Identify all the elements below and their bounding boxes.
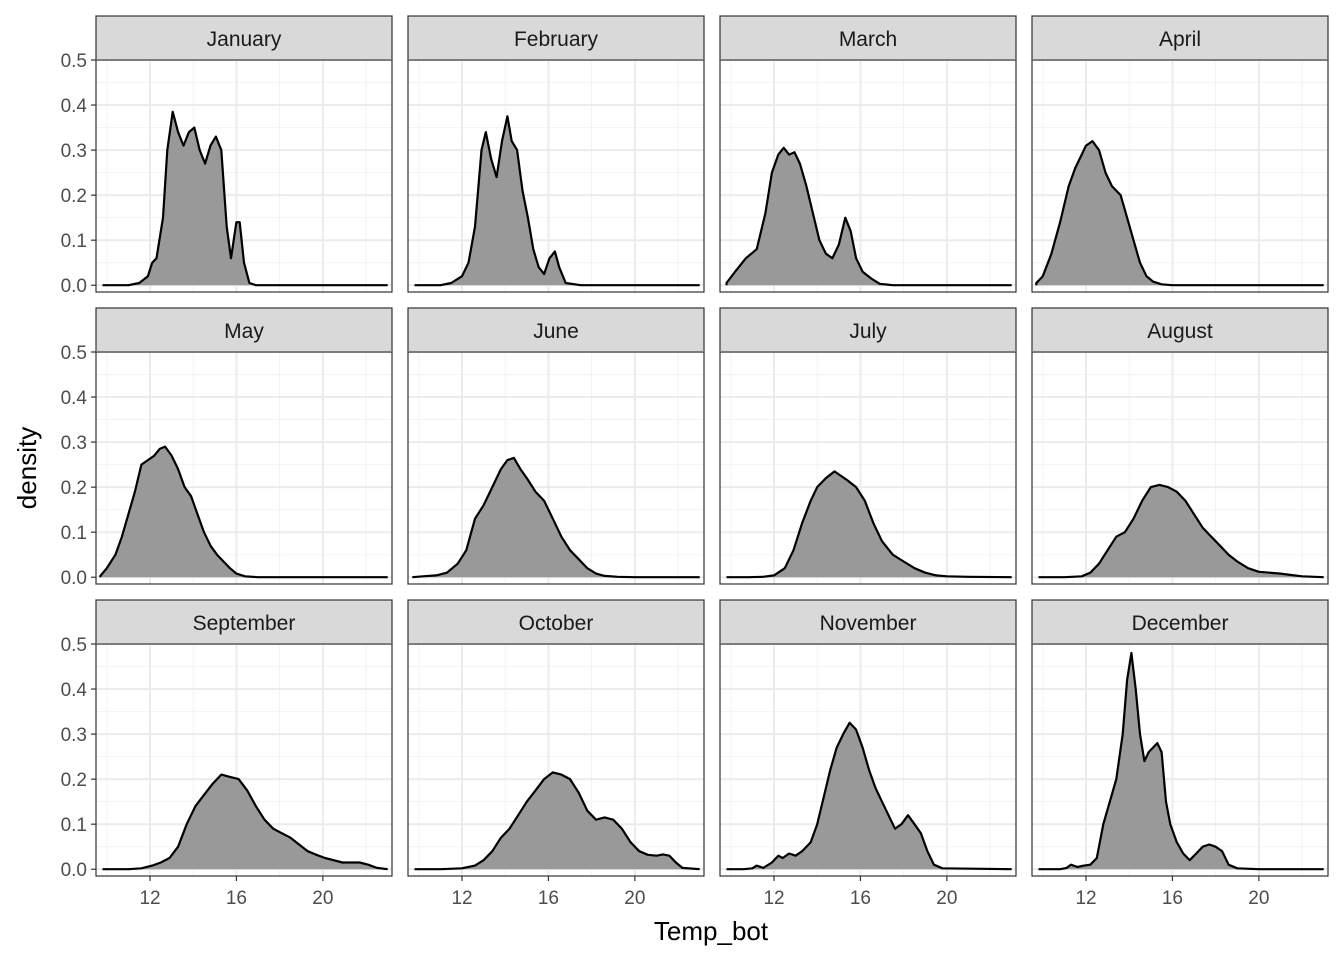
facet-strip-label: August bbox=[1147, 320, 1213, 343]
y-tick-label: 0.4 bbox=[61, 388, 88, 409]
facet-strip-label: October bbox=[519, 612, 594, 635]
density-curve bbox=[414, 115, 700, 287]
facet-strip-label: December bbox=[1132, 612, 1229, 635]
x-tick-label: 16 bbox=[1162, 888, 1183, 909]
facet-strip bbox=[1031, 599, 1329, 645]
panel-border bbox=[719, 643, 1017, 877]
panel-border bbox=[719, 59, 1017, 293]
panel-border bbox=[1031, 643, 1329, 877]
panel-border bbox=[95, 59, 393, 293]
y-tick-label: 0.3 bbox=[61, 433, 87, 454]
x-tick-label: 12 bbox=[1075, 888, 1096, 909]
panel-border bbox=[719, 351, 1017, 585]
facet-panel-december: December 12 16 20 bbox=[1031, 599, 1329, 909]
x-tick-label: 20 bbox=[936, 888, 957, 909]
facet-strip-label: March bbox=[839, 28, 897, 51]
facet-strip bbox=[1031, 15, 1329, 61]
facet-strip bbox=[407, 307, 705, 353]
density-curve bbox=[102, 773, 388, 871]
density-curve bbox=[1038, 483, 1324, 579]
panel-border bbox=[95, 643, 393, 877]
x-tick-label: 12 bbox=[139, 888, 160, 909]
panel-border bbox=[1031, 59, 1329, 293]
facet-panel-august: August bbox=[1031, 307, 1329, 585]
facet-strip bbox=[95, 599, 393, 645]
x-tick-label: 16 bbox=[226, 888, 247, 909]
y-tick-label: 0.5 bbox=[61, 635, 87, 656]
x-tick-label: 20 bbox=[312, 888, 333, 909]
density-curve bbox=[102, 110, 388, 287]
y-tick-label: 0.3 bbox=[61, 725, 87, 746]
facet-panel-october: October 12 16 20 bbox=[407, 599, 705, 909]
panel-border bbox=[1031, 351, 1329, 585]
panel-border bbox=[407, 351, 705, 585]
x-axis-title: Temp_bot bbox=[654, 916, 769, 946]
density-curve bbox=[99, 445, 388, 579]
facet-strip bbox=[407, 15, 705, 61]
y-tick-label: 0.0 bbox=[61, 276, 87, 297]
x-tick-label: 16 bbox=[850, 888, 871, 909]
y-tick-label: 0.5 bbox=[61, 51, 87, 72]
facet-strip bbox=[407, 599, 705, 645]
facet-strip-label: January bbox=[207, 28, 282, 51]
facet-strip-label: November bbox=[820, 612, 917, 635]
panel-border bbox=[407, 643, 705, 877]
x-tick-label: 16 bbox=[538, 888, 559, 909]
y-tick-label: 0.2 bbox=[61, 478, 87, 499]
facet-strip-label: July bbox=[849, 320, 887, 343]
y-tick-label: 0.1 bbox=[61, 523, 87, 544]
y-tick-label: 0.2 bbox=[61, 770, 87, 791]
density-curve bbox=[726, 470, 1012, 579]
facet-panel-april: April bbox=[1031, 15, 1329, 293]
facet-panel-february: February bbox=[407, 15, 705, 293]
x-tick-label: 12 bbox=[763, 888, 784, 909]
y-axis-title: density bbox=[12, 427, 42, 509]
facet-panel-september: September 0.0 0.1 0.2 0.3 0.4 0.5 12 16 20 bbox=[61, 599, 393, 909]
density-curve bbox=[414, 771, 700, 871]
y-tick-label: 0.2 bbox=[61, 186, 87, 207]
x-tick-label: 20 bbox=[1248, 888, 1269, 909]
density-curve bbox=[726, 721, 1012, 871]
density-curve bbox=[725, 146, 1012, 287]
x-tick-label: 20 bbox=[624, 888, 645, 909]
facet-panel-november: November 12 16 20 bbox=[719, 599, 1017, 909]
y-tick-label: 0.0 bbox=[61, 860, 87, 881]
density-curve bbox=[1035, 140, 1324, 287]
facet-strip bbox=[1031, 307, 1329, 353]
facet-panel-january: January 0.0 0.1 0.2 0.3 0.4 0.5 bbox=[61, 15, 393, 297]
facet-strip bbox=[719, 15, 1017, 61]
density-curve bbox=[1038, 651, 1324, 871]
facet-strip-label: April bbox=[1159, 28, 1201, 51]
facet-strip bbox=[95, 307, 393, 353]
facet-strip bbox=[719, 599, 1017, 645]
y-tick-label: 0.3 bbox=[61, 141, 87, 162]
facet-panel-july: July bbox=[719, 307, 1017, 585]
facet-panels: January 0.0 0.1 0.2 0.3 0.4 0.5 February March Ap… bbox=[61, 15, 1329, 909]
panel-border bbox=[407, 59, 705, 293]
facet-panel-may: May 0.0 0.1 0.2 0.3 0.4 0.5 bbox=[61, 307, 393, 589]
facet-strip-label: June bbox=[533, 320, 579, 343]
y-tick-label: 0.0 bbox=[61, 568, 87, 589]
y-tick-label: 0.1 bbox=[61, 231, 87, 252]
facet-panel-june: June bbox=[407, 307, 705, 585]
panel-border bbox=[95, 351, 393, 585]
x-tick-label: 12 bbox=[451, 888, 472, 909]
facet-strip-label: September bbox=[193, 612, 296, 635]
facet-strip-label: February bbox=[514, 28, 599, 51]
facet-panel-march: March bbox=[719, 15, 1017, 293]
y-tick-label: 0.1 bbox=[61, 815, 87, 836]
density-curve bbox=[412, 456, 700, 579]
y-tick-label: 0.4 bbox=[61, 96, 88, 117]
facet-strip bbox=[95, 15, 393, 61]
y-tick-label: 0.4 bbox=[61, 680, 88, 701]
y-tick-label: 0.5 bbox=[61, 343, 87, 364]
facet-strip-label: May bbox=[224, 320, 264, 343]
